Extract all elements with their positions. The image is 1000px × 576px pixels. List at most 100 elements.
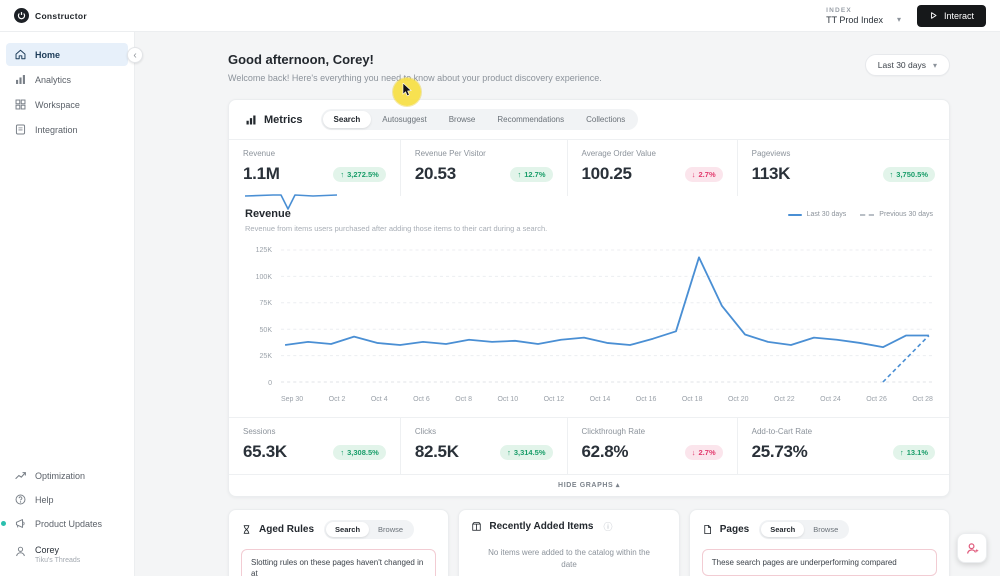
date-range-selector[interactable]: Last 30 days ▾ (864, 54, 950, 76)
index-selector[interactable]: INDEX TT Prod Index ▾ (826, 7, 901, 25)
integration-doc-icon (14, 123, 27, 136)
metric-clicks[interactable]: Clicks 82.5K ↑ 3,314.5% (401, 418, 568, 474)
aged-rules-title: Aged Rules (241, 524, 314, 535)
tab-browse[interactable]: Browse (813, 525, 839, 534)
sidebar-item-label: Product Updates (35, 518, 103, 529)
user-subtitle: Tiku's Threads (35, 557, 81, 564)
sidebar-item-analytics[interactable]: Analytics (6, 68, 128, 91)
brand-logo[interactable]: Constructor (14, 8, 87, 23)
y-axis-tick: 0 (268, 379, 272, 387)
tab-autosuggest[interactable]: Autosuggest (382, 115, 427, 124)
solid-line-swatch (787, 213, 802, 216)
x-axis-tick: Oct 24 (820, 396, 841, 403)
sidebar-item-home[interactable]: Home (6, 43, 128, 66)
hourglass-icon (243, 525, 250, 534)
metrics-tabs: Search Autosuggest Browse Recommendation… (320, 109, 639, 130)
change-badge: ↑ 3,750.5% (882, 166, 935, 182)
change-badge: ↑ 3,272.5% (333, 166, 386, 182)
sidebar-item-integration[interactable]: Integration (6, 118, 128, 141)
metrics-card-title: Metrics (245, 114, 303, 126)
page-title: Good afternoon, Corey! (228, 52, 374, 67)
metric-add-to-cart-rate[interactable]: Add-to-Cart Rate 25.73% ↑ 13.1% (738, 418, 949, 474)
legend-previous-30-days[interactable]: Previous 30 days (860, 211, 933, 218)
chevron-down-icon: ▾ (932, 60, 937, 70)
file-icon (704, 524, 711, 535)
user-avatar-icon (14, 545, 27, 563)
sidebar-item-label: Analytics (35, 74, 72, 85)
home-icon (14, 48, 27, 61)
tab-search[interactable]: Search (326, 522, 370, 537)
tab-collections[interactable]: Collections (586, 115, 626, 124)
x-axis-tick: Oct 28 (912, 396, 933, 403)
x-axis-tick: Sep 30 (281, 396, 304, 403)
pages-card: Pages Search Browse These search pages a… (688, 509, 950, 576)
trend-arrow-icon: ↑ (340, 447, 345, 457)
sidebar-item-workspace[interactable]: Workspace (6, 93, 128, 116)
metric-revenue-per-visitor[interactable]: Revenue Per Visitor 20.53 ↑ 12.7% (401, 140, 568, 196)
y-axis-tick: 50K (259, 326, 272, 334)
trend-arrow-icon: ↑ (507, 447, 511, 457)
workspace-grid-icon (14, 98, 27, 111)
chevron-down-icon: ▾ (896, 15, 901, 24)
last-30-days-line (284, 256, 929, 349)
main-content: Good afternoon, Corey! Welcome back! Her… (135, 32, 1000, 576)
metric-revenue[interactable]: Revenue 1.1M ↑ 3,272.5% (229, 140, 401, 196)
hide-graphs-button[interactable]: HIDE GRAPHS ▴ (229, 474, 949, 496)
insight-cards-row: Aged Rules Search Browse Slotting rules … (228, 509, 950, 576)
x-axis-tick: Oct 4 (370, 396, 388, 403)
metric-clickthrough-rate[interactable]: Clickthrough Rate 62.8% ↓ 2.7% (568, 418, 738, 474)
x-axis-tick: Oct 14 (589, 396, 611, 403)
interact-button[interactable]: Interact (916, 4, 986, 27)
tab-search[interactable]: Search (761, 522, 805, 537)
x-axis-tick: Oct 26 (866, 396, 887, 403)
page-header: Good afternoon, Corey! Welcome back! Her… (228, 32, 950, 99)
chart-subtitle: Revenue from items users purchased after… (245, 224, 548, 233)
metric-average-order-value[interactable]: Average Order Value 100.25 ↓ 2.7% (568, 140, 738, 196)
dashed-line-swatch (860, 213, 875, 216)
sidebar-item-optimization[interactable]: Optimization (6, 464, 128, 487)
change-badge: ↑ 3,314.5% (500, 444, 553, 460)
user-name: Corey (35, 545, 60, 555)
metrics-card: Metrics Search Autosuggest Browse Recomm… (228, 99, 950, 497)
chart-plot-area[interactable] (281, 247, 933, 387)
tab-search[interactable]: Search (322, 111, 372, 128)
metric-value: 113K (751, 164, 791, 183)
sidebar-item-help[interactable]: Help (6, 488, 128, 511)
constructor-logo-icon (14, 8, 29, 23)
aged-rules-alert[interactable]: Slotting rules on these pages haven't ch… (241, 549, 437, 576)
legend-last-30-days[interactable]: Last 30 days (787, 211, 846, 218)
brand-name: Constructor (35, 10, 87, 21)
trend-arrow-icon: ↑ (340, 169, 345, 179)
sidebar-bottom-section: Optimization Help Product Updates Corey … (0, 463, 134, 576)
pages-title: Pages (702, 524, 749, 535)
x-axis-tick: Oct 22 (774, 396, 795, 403)
chart-legend: Last 30 days Previous 30 days (787, 211, 933, 218)
tab-browse[interactable]: Browse (378, 525, 404, 534)
info-icon[interactable]: ⓘ (603, 522, 613, 532)
tab-browse[interactable]: Browse (448, 115, 476, 124)
package-icon (472, 521, 482, 531)
y-axis-tick: 100K (255, 273, 272, 281)
user-menu[interactable]: Corey Tiku's Threads (0, 536, 134, 576)
tab-recommendations[interactable]: Recommendations (497, 115, 565, 124)
feedback-fab-button[interactable] (957, 533, 987, 563)
recently-added-empty-note: No items were added to the catalog withi… (488, 548, 650, 569)
metric-sessions[interactable]: Sessions 65.3K ↑ 3,308.5% (229, 418, 401, 474)
metric-value: 100.25 (581, 164, 633, 183)
change-badge: ↓ 2.7% (684, 166, 723, 182)
trend-arrow-icon: ↑ (517, 169, 522, 179)
chevron-left-icon: ‹ (133, 49, 137, 61)
pages-alert[interactable]: These search pages are underperforming c… (701, 549, 937, 576)
top-metrics-row: Revenue 1.1M ↑ 3,272.5% Revenue Per Visit… (229, 139, 949, 196)
metric-value: 65.3K (243, 442, 287, 461)
sidebar-collapse-button[interactable]: ‹ (127, 47, 143, 63)
x-axis-tick: Oct 6 (413, 396, 430, 403)
y-axis-tick: 75K (259, 300, 272, 308)
chart-y-axis: 125K 100K 75K 50K 25K 0 (245, 247, 281, 387)
metric-pageviews[interactable]: Pageviews 113K ↑ 3,750.5% (738, 140, 949, 196)
help-icon (14, 493, 27, 506)
metric-value: 1.1M (243, 164, 280, 183)
chevron-up-icon: ▴ (615, 482, 620, 489)
sidebar-item-product-updates[interactable]: Product Updates (1, 512, 128, 535)
